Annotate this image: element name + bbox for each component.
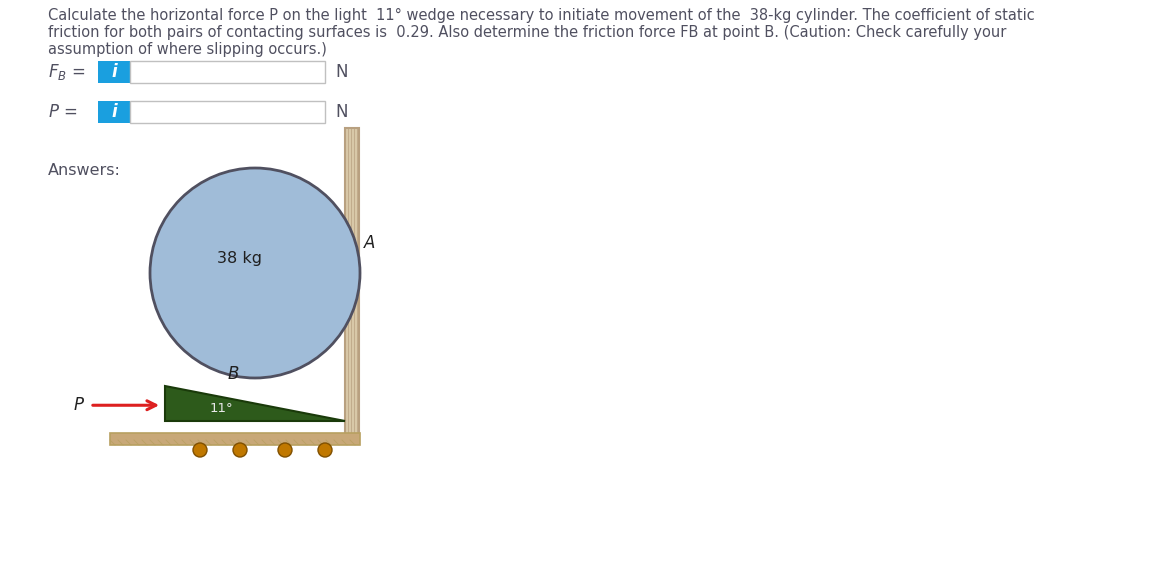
Text: A: A [364, 234, 375, 252]
Circle shape [233, 443, 247, 457]
FancyBboxPatch shape [130, 61, 325, 83]
Text: N: N [335, 103, 348, 121]
Text: $\it{F_B}$ =: $\it{F_B}$ = [48, 62, 85, 82]
Bar [345, 128, 359, 435]
Text: P: P [74, 396, 84, 415]
Polygon shape [165, 386, 345, 421]
Text: Calculate the horizontal force P on the light  11° wedge necessary to initiate m: Calculate the horizontal force P on the … [48, 8, 1035, 23]
Circle shape [193, 443, 207, 457]
Text: i: i [112, 63, 117, 81]
FancyBboxPatch shape [130, 101, 325, 123]
Circle shape [318, 443, 331, 457]
FancyBboxPatch shape [98, 61, 130, 83]
Circle shape [279, 443, 292, 457]
Text: Answers:: Answers: [48, 163, 121, 178]
Text: $\it{P}$ =: $\it{P}$ = [48, 103, 77, 121]
Text: 11°: 11° [209, 402, 234, 415]
Bar [110, 433, 360, 445]
Text: 38 kg: 38 kg [218, 251, 262, 265]
Text: friction for both pairs of contacting surfaces is  0.29. Also determine the fric: friction for both pairs of contacting su… [48, 25, 1006, 40]
Text: N: N [335, 63, 348, 81]
Circle shape [150, 168, 360, 378]
FancyBboxPatch shape [98, 101, 130, 123]
Text: assumption of where slipping occurs.): assumption of where slipping occurs.) [48, 42, 327, 57]
Text: B: B [227, 365, 238, 383]
Text: i: i [112, 103, 117, 121]
